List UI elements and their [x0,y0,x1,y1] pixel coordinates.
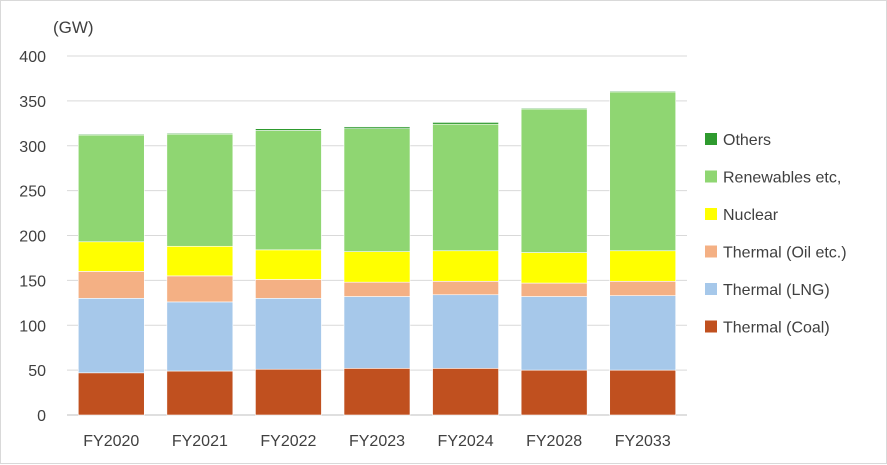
legend-swatch [705,283,717,295]
bar-segment [255,130,322,251]
legend-label: Nuclear [723,207,779,224]
bar-segment [77,134,145,243]
bar-segment [343,126,411,129]
bar-segment [432,123,499,252]
y-tick-label: 50 [28,363,46,380]
legend-swatch [705,208,717,220]
y-tick-label: 150 [19,273,46,290]
bar-segment [166,275,234,303]
legend-item: Thermal (Oil etc.) [705,245,847,262]
bar-segment [255,249,322,280]
y-axis-ticks: 0 50 100 150 200 250 300 350 400 [19,49,46,425]
bar-segment [166,133,234,247]
bar-segment [609,250,677,282]
y-tick-label: 0 [37,408,46,425]
legend-label: Thermal (LNG) [723,282,830,299]
bar-segment [520,282,588,297]
bar-segment [520,252,588,284]
unit-label: (GW) [53,18,94,37]
bar-segment [77,372,145,416]
legend-label: Renewables etc, [723,170,841,187]
x-tick-label: FY2033 [615,433,671,450]
x-tick-label: FY2024 [438,433,494,450]
bar-segment [343,128,411,252]
y-tick-label: 350 [19,94,46,111]
y-tick-label: 200 [19,229,46,246]
bar-segment [520,108,588,253]
legend-label: Others [723,132,771,149]
legend-item: Thermal (Coal) [705,320,830,337]
bars [77,90,677,416]
legend-item: Nuclear [705,207,779,224]
x-tick-label: FY2023 [349,433,405,450]
x-tick-label: FY2020 [83,433,139,450]
legend-swatch [705,320,717,333]
bar-segment [609,90,677,93]
y-tick-label: 250 [19,184,46,201]
legend-swatch [705,170,717,183]
legend-label: Thermal (Oil etc.) [723,245,847,262]
x-tick-label: FY2028 [526,433,582,450]
bar-segment [166,301,234,372]
bar-segment [255,368,322,416]
bar-segment [166,132,234,135]
bar-segment [343,251,411,283]
bar-segment [343,281,411,297]
legend-label: Thermal (Coal) [723,320,830,337]
x-tick-label: FY2022 [260,433,316,450]
bar-segment [432,294,499,369]
legend-swatch [705,245,717,258]
bar-segment [432,250,499,282]
bar-segment [166,370,234,416]
y-tick-label: 300 [19,139,46,156]
legend-item: Thermal (LNG) [705,282,830,299]
bar-segment [609,369,677,416]
bar-segment [343,296,411,369]
bar-segment [343,368,411,416]
legend-swatch [705,133,717,145]
x-axis-ticks: FY2020 FY2021 FY2022 FY2023 FY2024 FY2028 FY20… [83,433,671,450]
legend: Others Renewables etc, Nuclear Thermal (Oil… [705,132,847,337]
bar-segment [520,369,588,416]
bar-segment [432,280,499,296]
bar-segment [432,368,499,416]
bar-segment [77,133,145,136]
bar-segment [255,298,322,370]
bar-segment [77,241,145,272]
bar-segment [255,279,322,299]
bar-segment [166,245,234,277]
bar-segment [609,295,677,371]
bar-segment [609,91,677,252]
bar-segment [432,122,499,125]
bar-segment [520,296,588,371]
y-tick-label: 400 [19,49,46,66]
x-tick-label: FY2021 [172,433,228,450]
bar-segment [77,271,145,299]
bar-segment [609,280,677,296]
bar-segment [520,107,588,110]
bar-segment [255,128,322,131]
legend-item: Others [705,132,771,149]
bar-segment [77,298,145,374]
y-tick-label: 100 [19,318,46,335]
legend-item: Renewables etc, [705,170,841,187]
